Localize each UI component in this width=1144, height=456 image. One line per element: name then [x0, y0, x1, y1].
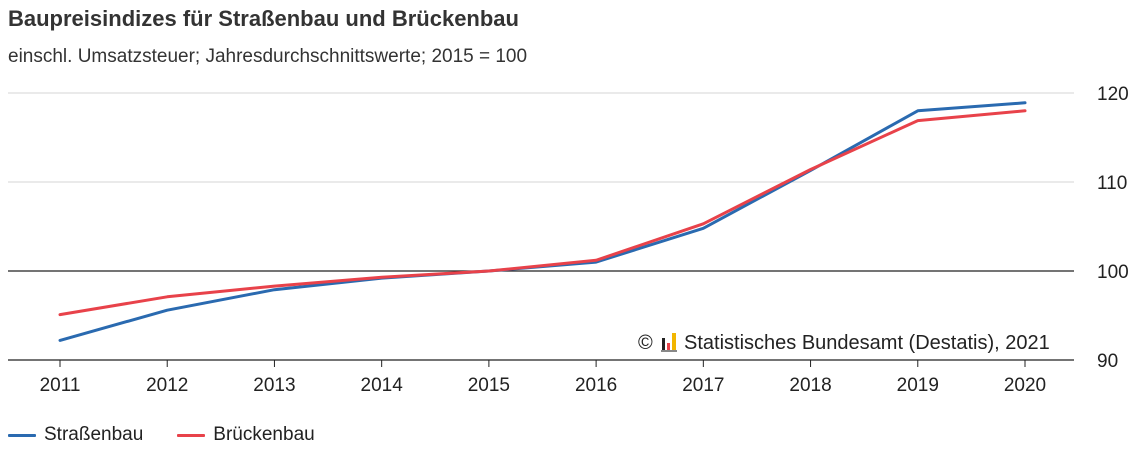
- series-layer: [58, 101, 1027, 342]
- x-tick-label: 2020: [1004, 375, 1046, 396]
- series-line-brueckenbau: [58, 109, 1027, 317]
- x-tick-label: 2019: [897, 375, 939, 396]
- destatis-logo-icon: [661, 333, 677, 352]
- x-tick-label: 2014: [361, 375, 404, 396]
- x-tick-label: 2016: [575, 375, 617, 396]
- source-credit: © Statistisches Bundesamt (Destatis), 20…: [638, 332, 1050, 354]
- x-tick-label: 2015: [468, 375, 510, 396]
- gridlines: [8, 92, 1074, 361]
- legend-item-strassenbau: Straßenbau: [8, 424, 143, 446]
- legend-label-strassenbau: Straßenbau: [44, 424, 144, 445]
- legend-swatch-strassenbau: [8, 433, 36, 437]
- y-tick-label: 110: [1097, 173, 1127, 194]
- copyright-symbol: ©: [638, 332, 653, 354]
- x-axis: 2011 2012 2013 2014 2015 2016 2017 2018 2019 2020: [40, 360, 1046, 396]
- legend-label-brueckenbau: Brückenbau: [213, 424, 315, 445]
- legend-swatch-brueckenbau: [177, 433, 206, 437]
- y-tick-label: 90: [1097, 351, 1118, 372]
- x-tick-label: 2017: [682, 375, 724, 396]
- x-tick-label: 2012: [146, 375, 188, 396]
- credit-text: Statistisches Bundesamt (Destatis), 2021: [684, 332, 1050, 354]
- x-tick-label: 2011: [40, 375, 81, 396]
- y-tick-label: 120: [1097, 84, 1129, 105]
- legend: Straßenbau Brückenbau: [8, 424, 315, 446]
- x-tick-label: 2018: [789, 375, 831, 396]
- x-tick-label: 2013: [253, 375, 295, 396]
- legend-item-brueckenbau: Brückenbau: [177, 424, 315, 446]
- chart-subtitle: einschl. Umsatzsteuer; Jahresdurchschnit…: [8, 46, 528, 67]
- chart-title: Baupreisindizes für Straßenbau und Brück…: [8, 6, 519, 31]
- y-axis: 90 100 110 120: [1097, 84, 1129, 372]
- y-tick-label: 100: [1097, 262, 1129, 283]
